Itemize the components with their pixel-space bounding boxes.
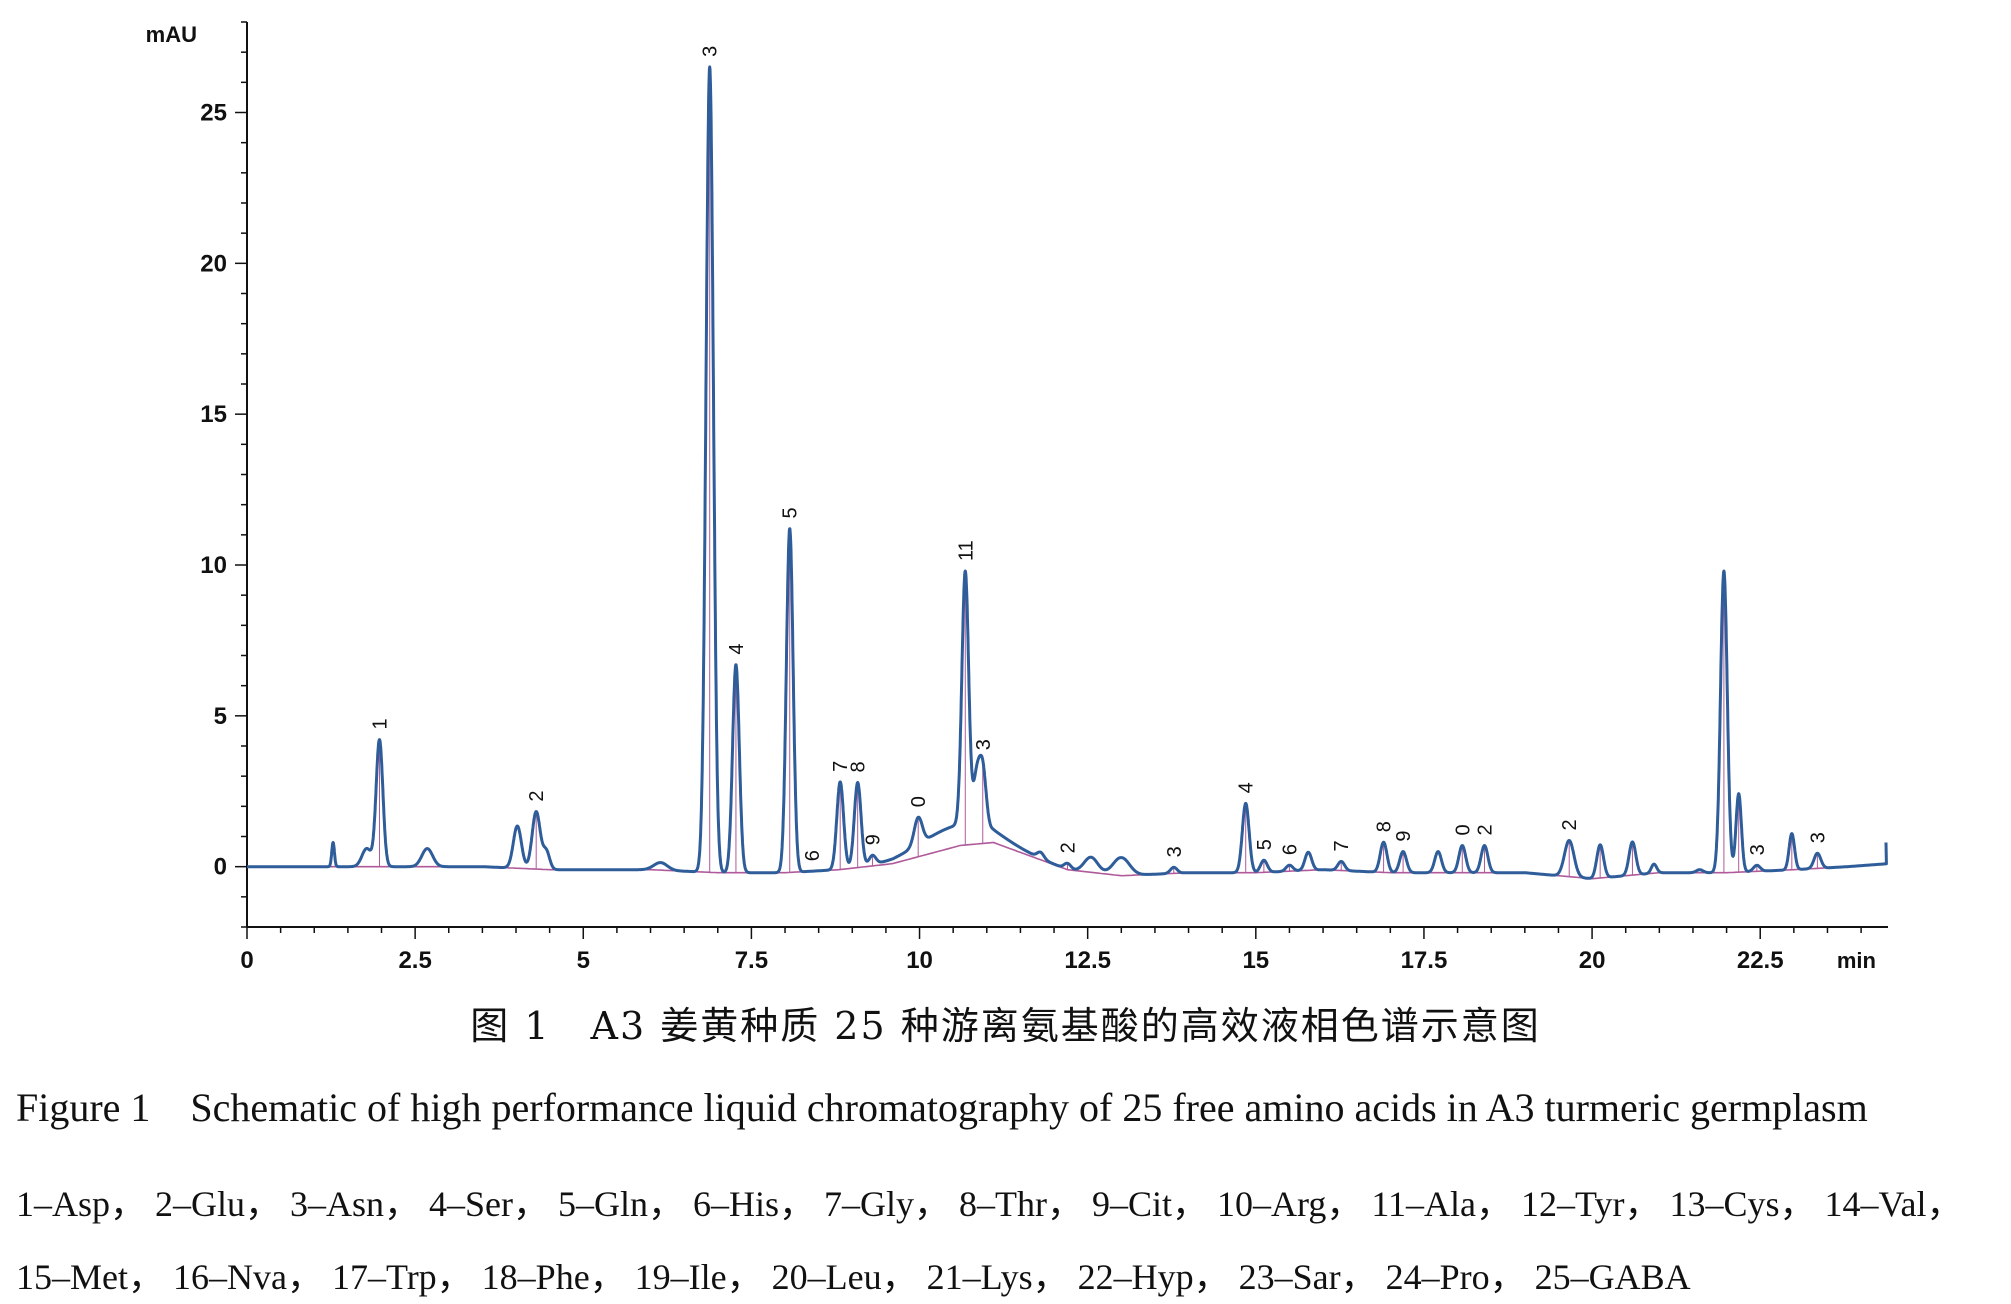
x-tick-label: 0 [240,947,253,974]
y-tick-label: 25 [200,100,227,127]
peak-label: 7 [830,761,852,772]
peak-legend-line-1: 1–Asp， 2–Glu， 3–Asn， 4–Ser， 5–Gln， 6–His… [16,1184,1963,1224]
peak-legend-line-2: 15–Met， 16–Nva， 17–Trp， 18–Phe， 19–Ile， … [16,1257,1691,1297]
y-tick-label: 10 [200,552,227,579]
peak-label: 4 [726,643,748,654]
peak-label: 0 [1452,824,1474,835]
y-tick-label: 0 [214,854,227,881]
peak-label: 4 [1236,782,1258,793]
peak-label: 2 [1474,824,1496,835]
peak-drop-lines [378,66,1818,879]
peak-label: 2 [526,790,548,801]
peak-label: 1 [369,718,391,729]
peak-label: 9 [1393,830,1415,841]
figure-caption-chinese: 图 1 A3 姜黄种质 25 种游离氨基酸的高效液相色谱示意图 [470,1004,1541,1048]
x-tick-label: 20 [1579,947,1606,974]
y-tick-label: 15 [200,401,227,428]
peak-label: 9 [862,834,884,845]
peak-label: 6 [802,850,824,861]
y-tick-label: 5 [214,703,227,730]
peak-label: 3 [973,739,995,750]
x-tick-label: 15 [1242,947,1269,974]
x-tick-label: 22.5 [1737,947,1784,974]
peak-label: 5 [1254,839,1276,850]
peak-label: 8 [848,761,870,772]
peak-label: 11 [955,540,977,561]
x-tick-label: 5 [577,947,590,974]
peak-label: 2 [1058,842,1080,853]
x-tick-label: 12.5 [1064,947,1111,974]
peak-label: 0 [908,796,930,807]
figure-caption-english: Figure 1 Schematic of high performance l… [16,1085,1868,1130]
peak-label: 7 [1331,840,1353,851]
x-tick-label: 17.5 [1401,947,1448,974]
y-tick-label: 20 [200,250,227,277]
x-tick-label: 10 [906,947,933,974]
peak-label: 3 [1164,846,1186,857]
peak-label: 3 [700,46,722,57]
peak-label: 2 [1559,819,1581,830]
peak-label: 8 [1374,821,1396,832]
x-tick-label: 2.5 [398,947,431,974]
peak-label: 3 [1747,844,1769,855]
y-axis-label: mAU [146,22,197,47]
peak-label: 5 [780,507,802,518]
chromatogram-trace [245,65,1888,880]
x-axis-label: min [1837,948,1876,973]
peak-label: 6 [1279,844,1301,855]
peak-label: 3 [1807,832,1829,843]
x-tick-label: 7.5 [735,947,768,974]
